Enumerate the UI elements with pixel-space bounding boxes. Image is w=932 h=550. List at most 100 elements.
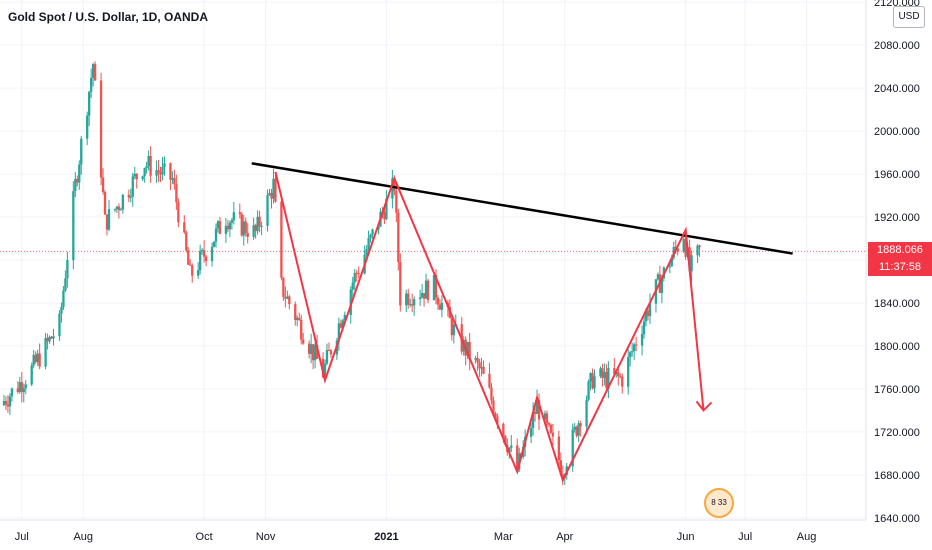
candle-body (129, 196, 132, 198)
candle-body (452, 324, 455, 336)
candle-body (323, 363, 327, 378)
candle-body (50, 336, 53, 339)
candle-body (601, 368, 604, 378)
candle-body (648, 303, 652, 317)
candle-body (573, 426, 576, 430)
candle-body (698, 245, 701, 248)
price-axis[interactable]: 2120.000 2080.000 2040.000 2000.000 1960.000… (874, 0, 920, 525)
candle-body (74, 178, 77, 192)
candle-body (341, 320, 344, 328)
candle-body (468, 341, 471, 360)
candle-body (18, 382, 21, 392)
candle-body (432, 275, 436, 301)
chart-title: Gold Spot / U.S. Dollar, 1D, OANDA (8, 10, 209, 24)
candle-body (575, 426, 578, 436)
candle-body (535, 400, 539, 414)
candle-body (676, 248, 679, 252)
candle-body (224, 225, 228, 234)
candle-body (272, 178, 275, 199)
candle-body (286, 296, 289, 299)
candle-body (496, 416, 499, 424)
candle-body (543, 413, 547, 420)
candle-body (405, 293, 408, 306)
bar-countdown-tag: 11:37:58 (868, 259, 932, 277)
candle-body (315, 344, 319, 359)
candle-body (252, 225, 255, 237)
candle-body (474, 357, 477, 360)
price-tick-label: 2040.000 (874, 83, 920, 95)
candle-body (418, 297, 422, 300)
candle-body (212, 241, 216, 247)
candle-body (232, 212, 235, 221)
candle-body (147, 156, 150, 166)
candle-body (135, 173, 138, 180)
candle-body (490, 387, 493, 401)
candle-body (508, 447, 511, 453)
candle-body (393, 178, 396, 192)
candle-body (438, 304, 442, 310)
candle-body (115, 206, 119, 210)
candle-body (307, 343, 311, 354)
time-axis[interactable]: Jul Aug Oct Nov 2021 Mar Apr Jun Jul Aug (15, 531, 817, 543)
last-price-tag: 1888.066 (868, 242, 932, 260)
candle-body (619, 376, 622, 378)
price-tick-label: 1640.000 (874, 513, 920, 525)
price-tick-label: 1840.000 (874, 298, 920, 310)
candle-body (284, 297, 287, 299)
candle-body (76, 178, 79, 183)
candle-body (369, 234, 372, 239)
candle-body (46, 337, 49, 342)
news-badge-icon[interactable]: 8 33 (704, 488, 734, 518)
candle-body (119, 209, 123, 211)
candle-body (89, 77, 93, 92)
candle-body (91, 64, 95, 78)
candle-body (185, 232, 188, 251)
candle-body (660, 278, 664, 293)
candle-body (268, 192, 271, 196)
candle-body (86, 115, 89, 139)
currency-button[interactable]: USD (893, 6, 925, 28)
candle-body (274, 178, 277, 202)
candle-body (589, 373, 592, 382)
drawings[interactable] (251, 162, 793, 483)
candle-body (640, 333, 644, 346)
candle-body (4, 400, 8, 405)
zigzag-pattern-line[interactable] (274, 171, 705, 483)
candle-body (141, 176, 144, 180)
candle-body (351, 282, 354, 290)
candle-body (411, 304, 414, 306)
candle-body (385, 198, 388, 220)
candle-body (296, 317, 299, 321)
candle-body (488, 373, 491, 388)
candle-body (228, 222, 232, 230)
candle-body (353, 272, 356, 283)
candle-body (198, 251, 202, 271)
candle-body (482, 366, 485, 374)
candle-body (367, 238, 370, 250)
down-arrow-head[interactable] (695, 400, 713, 412)
candle-body (270, 192, 273, 199)
candle-body (670, 257, 673, 267)
candle-body (226, 225, 230, 230)
candle-body (197, 270, 200, 276)
resistance-trendline[interactable] (251, 162, 793, 255)
candle-body (395, 191, 398, 213)
candle-body (409, 304, 412, 306)
candle-body (200, 249, 204, 252)
candle-body (266, 195, 269, 226)
time-tick-label: Jun (677, 531, 695, 543)
grid-lines (0, 0, 866, 520)
candle-body (531, 411, 535, 428)
candle-body (309, 344, 313, 354)
candle-body (480, 366, 483, 369)
candle-body (325, 350, 329, 364)
candle-body (642, 321, 646, 334)
candle-body (551, 432, 555, 437)
candle-body (105, 214, 109, 230)
candle-body (302, 339, 305, 344)
candle-body (80, 138, 83, 165)
candle-body (107, 209, 111, 230)
candle-body (627, 357, 630, 387)
candle-body (183, 222, 186, 233)
